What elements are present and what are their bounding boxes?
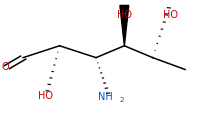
Text: HO: HO	[117, 10, 132, 20]
Polygon shape	[120, 5, 129, 46]
Text: 2: 2	[120, 97, 124, 103]
Text: NH: NH	[98, 92, 113, 102]
Text: HO: HO	[38, 91, 53, 101]
Text: HO: HO	[163, 10, 178, 20]
Text: O: O	[1, 62, 9, 72]
